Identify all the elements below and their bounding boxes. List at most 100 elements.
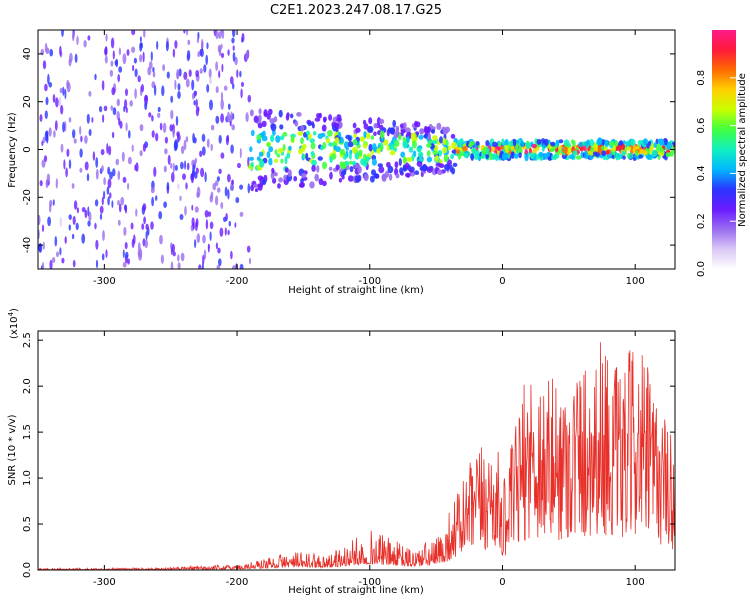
- spectrogram-cell: [442, 137, 446, 145]
- spectrogram-cell: [261, 120, 267, 128]
- spectrogram-cell: [61, 30, 64, 37]
- spectrogram-cell: [223, 85, 228, 91]
- spectrogram-cell: [335, 164, 340, 171]
- spectrogram-cell: [351, 146, 358, 154]
- spectrogram-cell: [379, 130, 385, 139]
- spectrogram-cell: [368, 143, 373, 152]
- spectrogram-cell: [301, 173, 307, 178]
- spectrogram-cell: [355, 127, 361, 133]
- spectrogram-cell: [123, 226, 127, 236]
- spectrogram-cell: [504, 139, 509, 147]
- spectrogram-cell: [129, 100, 133, 107]
- spectrogram-cell: [166, 181, 170, 191]
- spectrogram-cell: [72, 215, 76, 225]
- spectrogram-cell: [311, 164, 316, 172]
- spectrogram-cell: [122, 249, 125, 259]
- spectrogram-cell: [277, 183, 281, 189]
- spectrogram-cell: [163, 201, 168, 208]
- spectrogram-cell: [109, 69, 114, 77]
- spectrogram-cell: [171, 243, 175, 253]
- spectrogram-cell: [270, 123, 277, 132]
- spectrogram-cell: [300, 178, 304, 183]
- y-tick-label: 1.5: [22, 424, 33, 440]
- spectrogram-cell: [94, 199, 99, 207]
- spectrogram-cell: [217, 247, 221, 254]
- spectrogram-cell: [621, 144, 626, 151]
- spectrogram-cell: [153, 166, 157, 177]
- spectrogram-cell: [220, 91, 224, 102]
- spectrogram-cell: [123, 106, 126, 113]
- spectrogram-cell: [266, 142, 270, 148]
- spectrogram-cell: [256, 134, 262, 141]
- spectrogram-cell: [217, 31, 222, 39]
- spectrogram-cell: [137, 249, 140, 258]
- spectrogram-cell: [39, 114, 43, 122]
- spectrogram-cell: [63, 159, 66, 170]
- spectrogram-cell: [402, 142, 408, 149]
- spectrogram-cell: [199, 150, 203, 157]
- spectrogram-x-axis-label: Height of straight line (km): [288, 285, 424, 296]
- spectrogram-cell: [62, 121, 65, 133]
- spectrogram-cell: [227, 173, 231, 183]
- spectrogram-cell: [331, 153, 337, 160]
- spectrogram-cell: [214, 180, 219, 187]
- spectrogram-cell: [177, 183, 180, 190]
- spectrogram-cell: [197, 31, 200, 40]
- spectrogram-cell: [202, 254, 205, 265]
- spectrogram-cell: [104, 45, 108, 55]
- spectrogram-cell: [426, 150, 431, 157]
- spectrogram-cell: [426, 143, 432, 148]
- spectrogram-cell: [48, 82, 53, 88]
- spectrogram-cell: [209, 195, 214, 203]
- spectrogram-cell: [329, 171, 333, 180]
- spectrogram-cell: [210, 124, 215, 131]
- spectrogram-cell: [104, 55, 108, 64]
- spectrogram-cell: [157, 112, 161, 119]
- spectrogram-cell: [166, 71, 170, 79]
- spectrogram-cell: [282, 132, 288, 137]
- spectrogram-cell: [103, 177, 106, 186]
- spectrogram-cell: [79, 125, 82, 136]
- spectrogram-cell: [443, 155, 449, 163]
- snr-panel: -300 -200 -100 0 100 0.0 0.5 1.0 1.5 2.0 2.5 Heig…: [7, 308, 676, 596]
- spectrogram-cell: [406, 136, 410, 143]
- spectrogram-cell: [178, 68, 182, 77]
- spectrogram-cell: [608, 141, 615, 146]
- spectrogram-cell: [139, 42, 143, 49]
- spectrogram-cell: [195, 70, 200, 77]
- spectrogram-cell: [215, 86, 219, 94]
- spectrogram-cell: [83, 40, 87, 48]
- spectrogram-cell: [209, 76, 212, 85]
- spectrogram-cell: [144, 239, 148, 249]
- spectrogram-cell: [257, 123, 263, 129]
- spectrogram-cell: [88, 90, 92, 97]
- spectrogram-cell: [578, 141, 584, 148]
- spectrogram-cell: [66, 148, 70, 157]
- snr-x-axis-label: Height of straight line (km): [288, 585, 424, 596]
- spectrogram-cell: [215, 61, 219, 72]
- spectrogram-cell: [172, 127, 175, 138]
- spectrogram-cell: [485, 154, 489, 160]
- y-tick-label: 0.5: [22, 516, 33, 532]
- spectrogram-cell: [347, 135, 352, 142]
- spectrogram-cell: [300, 124, 305, 132]
- snr-y-multiplier: (x104): [7, 308, 20, 339]
- spectrogram-cell: [45, 47, 50, 55]
- spectrogram-cell: [191, 79, 195, 91]
- spectrogram-cell: [442, 128, 449, 135]
- spectrogram-cell: [296, 112, 302, 117]
- spectrogram-cell: [473, 153, 479, 160]
- spectrogram-cell: [328, 166, 333, 171]
- spectrogram-cell: [59, 247, 62, 256]
- spectrogram-cell: [148, 112, 152, 118]
- spectrogram-cell: [121, 151, 125, 162]
- spectrogram-cell: [260, 132, 265, 137]
- spectrogram-cell: [139, 36, 142, 43]
- spectrogram-cell: [157, 106, 161, 113]
- spectrogram-cell: [280, 158, 284, 164]
- spectrogram-cell: [438, 163, 445, 168]
- spectrogram-cell: [145, 230, 148, 241]
- spectrogram-cell: [201, 133, 206, 142]
- spectrogram-cell: [337, 132, 342, 138]
- spectrogram-cell: [386, 145, 390, 151]
